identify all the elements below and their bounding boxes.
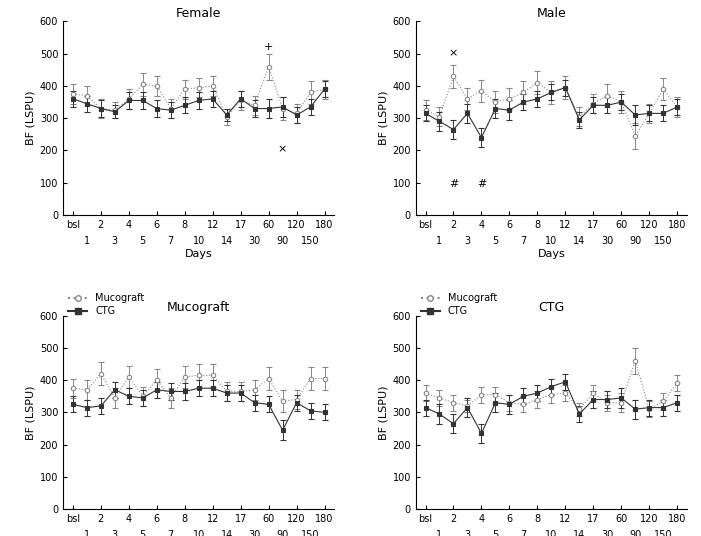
Text: 3: 3 [111, 236, 118, 246]
Text: #: # [477, 180, 486, 189]
Text: 7: 7 [520, 531, 526, 536]
Text: 7: 7 [520, 236, 526, 246]
Text: 1: 1 [84, 236, 90, 246]
Text: 3: 3 [111, 531, 118, 536]
Text: 30: 30 [249, 236, 261, 246]
Text: 5: 5 [139, 236, 146, 246]
Text: 30: 30 [601, 236, 613, 246]
Text: 90: 90 [276, 531, 289, 536]
Y-axis label: BF (LSPU): BF (LSPU) [379, 385, 388, 440]
Text: 90: 90 [629, 236, 641, 246]
Text: ×: × [278, 144, 287, 154]
Text: 1: 1 [437, 531, 442, 536]
Text: 10: 10 [545, 236, 557, 246]
Text: 3: 3 [464, 236, 470, 246]
Text: 150: 150 [301, 236, 320, 246]
Y-axis label: BF (LSPU): BF (LSPU) [25, 91, 36, 145]
Text: 7: 7 [168, 531, 174, 536]
Title: Female: Female [176, 8, 222, 20]
Legend: Mucograft, CTG: Mucograft, CTG [421, 293, 497, 316]
Title: CTG: CTG [538, 301, 564, 315]
Text: 10: 10 [193, 531, 205, 536]
Text: 30: 30 [601, 531, 613, 536]
Text: 14: 14 [573, 531, 585, 536]
Y-axis label: BF (LSPU): BF (LSPU) [379, 91, 388, 145]
Title: Mucograft: Mucograft [167, 301, 231, 315]
Y-axis label: BF (LSPU): BF (LSPU) [25, 385, 36, 440]
Text: 1: 1 [84, 531, 90, 536]
Text: 7: 7 [168, 236, 174, 246]
Text: 3: 3 [464, 531, 470, 536]
Legend: Mucograft, CTG: Mucograft, CTG [68, 293, 144, 316]
Text: 30: 30 [249, 531, 261, 536]
Text: 90: 90 [276, 236, 289, 246]
Text: #: # [449, 180, 458, 189]
X-axis label: Days: Days [185, 249, 212, 259]
Text: 14: 14 [221, 236, 233, 246]
Text: +: + [264, 42, 273, 52]
Text: (a): (a) [190, 316, 207, 329]
Text: 1: 1 [437, 236, 442, 246]
Text: 5: 5 [139, 531, 146, 536]
Text: 5: 5 [492, 236, 498, 246]
Text: 150: 150 [301, 531, 320, 536]
Text: (b): (b) [543, 316, 560, 329]
Text: 5: 5 [492, 531, 498, 536]
Text: 10: 10 [545, 531, 557, 536]
Text: 10: 10 [193, 236, 205, 246]
Text: 150: 150 [654, 531, 672, 536]
X-axis label: Days: Days [538, 249, 565, 259]
Title: Male: Male [536, 8, 566, 20]
Text: 150: 150 [654, 236, 672, 246]
Text: ×: × [449, 49, 458, 59]
Text: 14: 14 [573, 236, 585, 246]
Text: 14: 14 [221, 531, 233, 536]
Text: 90: 90 [629, 531, 641, 536]
